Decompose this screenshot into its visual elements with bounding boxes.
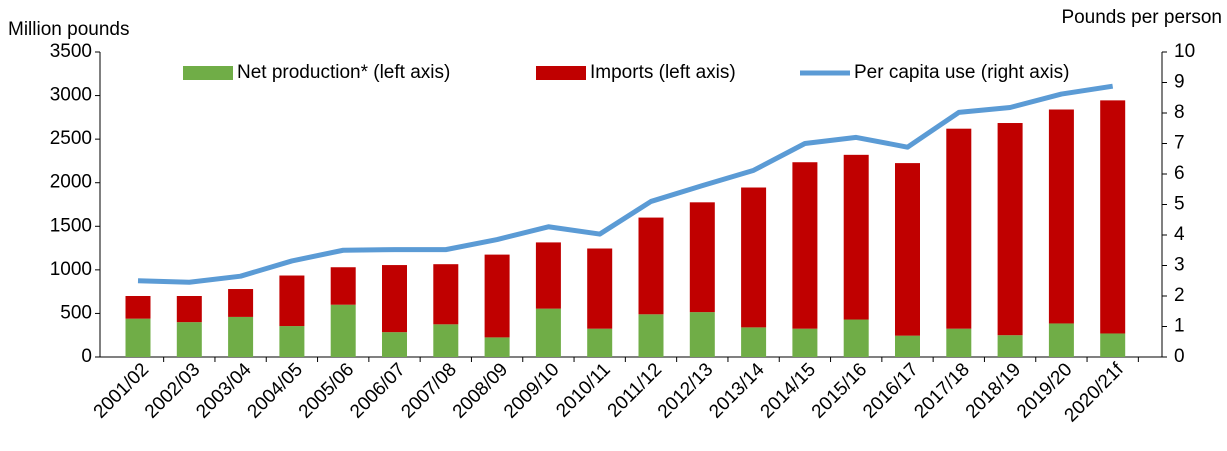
line [137,83,1114,285]
y2-tick-label: 9 [1174,72,1185,93]
bar [946,328,972,357]
x-tick-label: 2006/07 [346,359,409,422]
bar [895,335,920,357]
bar [587,248,613,329]
y2-tick-label: 4 [1174,224,1185,245]
bar [741,327,767,357]
bar [895,163,920,336]
bar [535,308,561,357]
y-tick-label: 500 [60,302,92,323]
y-tick-label: 2000 [50,172,92,193]
bar [535,242,561,309]
x-tick-label: 2008/09 [449,359,512,422]
y2-axis-label: Pounds per person [1061,7,1222,28]
y2-tick-label: 0 [1174,346,1185,367]
bar [997,335,1023,357]
bar [228,289,254,317]
x-tick-label: 2011/12 [604,359,666,421]
y-tick-label: 3500 [50,41,92,62]
x-tick-label: 2018/19 [962,359,1025,422]
bar [638,314,664,357]
legend-swatch [183,66,233,80]
y2-tick-label: 3 [1174,255,1185,276]
y-axis-label: Million pounds [8,19,129,40]
y-tick-label: 3000 [50,85,92,106]
x-tick-label: 2009/10 [500,359,563,422]
x-tick-label: 2013/14 [705,359,769,423]
x-tick-label: 2017/18 [910,359,973,422]
y-tick-label: 0 [81,346,92,367]
y2-tick-label: 10 [1174,41,1195,62]
y2-tick-label: 8 [1174,102,1185,123]
x-tick-label: 2014/15 [757,359,820,422]
bar [1100,100,1126,334]
bar [689,202,715,313]
legend-label: Per capita use (right axis) [854,62,1069,83]
y-tick-label: 2500 [50,128,92,149]
bar [843,154,869,320]
bar [1100,333,1126,357]
bar [279,326,305,357]
bar [330,304,356,357]
legend-swatch [536,66,586,80]
x-tick-label: 2012/13 [654,359,717,422]
bar [997,123,1023,336]
bar [587,328,613,357]
y2-tick-label: 1 [1174,316,1185,337]
bar [1048,323,1074,357]
x-tick-label: 2005/06 [295,359,358,422]
bar [176,296,202,323]
bar [125,296,151,319]
bar [741,187,767,328]
bar [382,265,407,333]
y-tick-label: 1000 [50,259,92,280]
legend-label: Net production* (left axis) [237,62,450,83]
bar [382,332,407,357]
bar [1048,109,1074,324]
bar [638,217,664,315]
bar [484,337,510,357]
bar [176,322,202,357]
y2-tick-label: 7 [1174,133,1185,154]
bar [330,267,356,305]
x-tick-label: 2001/02 [90,359,153,422]
x-tick-label: 2016/17 [859,359,922,422]
bar [433,264,459,325]
bar [125,318,151,357]
x-tick-label: 2004/05 [244,359,307,422]
x-tick-label: 2015/16 [808,359,871,422]
y-tick-label: 1500 [50,215,92,236]
x-tick-label: 2003/04 [192,359,256,423]
bar [946,128,972,329]
bar [279,275,305,327]
bar [689,312,715,357]
bar [433,324,459,357]
bar [792,162,818,329]
bar [792,328,818,357]
bar [228,316,254,357]
x-tick-label: 2002/03 [141,359,204,422]
bar [484,254,510,338]
x-tick-label: 2010/11 [552,359,614,421]
bar [843,319,869,357]
x-tick-label: 2007/08 [397,359,460,422]
y2-tick-label: 2 [1174,285,1185,306]
y2-tick-label: 6 [1174,163,1185,184]
legend-label: Imports (left axis) [590,62,736,83]
y2-tick-label: 5 [1174,194,1185,215]
